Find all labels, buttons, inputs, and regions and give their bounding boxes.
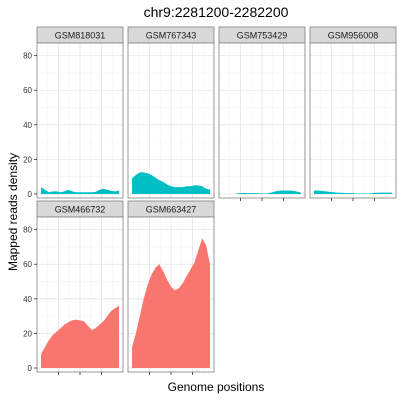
facet-panels: GSM818031 0 20 40 60 80 GSM767343 GSM753429 GSM9… [23, 26, 397, 375]
facet-strip-label: GSM663427 [146, 205, 197, 215]
facet-panel: GSM767343 [127, 26, 215, 199]
density-area [41, 305, 119, 368]
density-area [132, 238, 210, 368]
facet-strip-label: GSM753429 [237, 31, 288, 41]
y-tick-label: 20 [23, 155, 32, 164]
density-area [132, 172, 210, 194]
facet-panel: GSM753429 [218, 26, 306, 201]
facet-panel: GSM956008 [309, 26, 397, 201]
y-tick-label: 60 [23, 260, 32, 269]
y-tick-label: 40 [23, 121, 32, 130]
y-tick-label: 20 [23, 329, 32, 338]
facet-panel: GSM466732 0 20 40 60 80 [23, 200, 124, 375]
y-tick-label: 40 [23, 295, 32, 304]
y-tick-label: 0 [28, 364, 33, 373]
density-area [223, 190, 301, 194]
y-axis-title: Mapped reads density [6, 153, 20, 271]
facet-strip-label: GSM818031 [55, 31, 106, 41]
facet-strip-label: GSM767343 [146, 31, 197, 41]
facet-panel: GSM663427 [127, 200, 215, 375]
facet-strip-label: GSM956008 [328, 31, 379, 41]
x-axis-title: Genome positions [168, 380, 265, 394]
panel-border [36, 42, 124, 199]
density-area [41, 187, 119, 194]
y-tick-label: 80 [23, 226, 32, 235]
y-tick-label: 80 [23, 52, 32, 61]
density-area [314, 190, 392, 194]
y-tick-label: 0 [28, 190, 33, 199]
facet-panel: GSM818031 0 20 40 60 80 [23, 26, 124, 199]
y-tick-label: 60 [23, 86, 32, 95]
facet-strip-label: GSM466732 [55, 205, 106, 215]
panel-border [127, 42, 215, 199]
chart-title: chr9:2281200-2282200 [144, 4, 289, 20]
